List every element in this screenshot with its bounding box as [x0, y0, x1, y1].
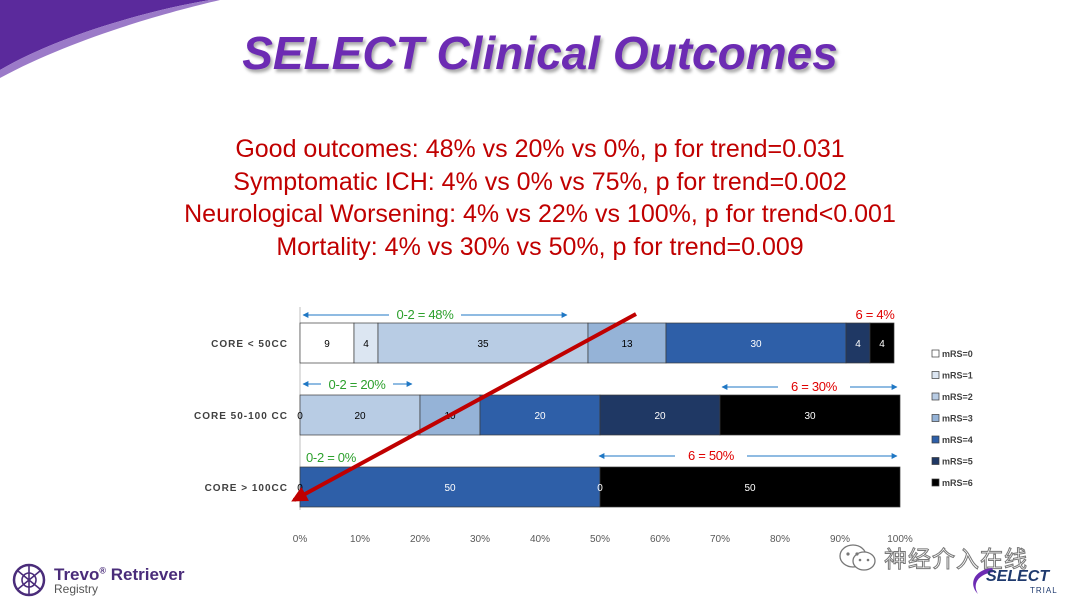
- trevo-logo-name: Trevo® Retriever: [54, 565, 185, 584]
- legend-label-mRS0: mRS=0: [942, 349, 973, 359]
- annotation-text-bg: [321, 376, 393, 391]
- bar-segment-row0-mRS4: [665, 322, 847, 364]
- select-swoosh-icon: [973, 568, 994, 594]
- bar-segment-row1-mRS4: [479, 394, 601, 436]
- stats-block: Good outcomes: 48% vs 20% vs 0%, p for t…: [0, 133, 1080, 263]
- select-logo-trial: TRIAL: [1030, 586, 1058, 595]
- trevo-globe-icon: [12, 563, 46, 597]
- legend-label-mRS1: mRS=1: [942, 371, 973, 381]
- annotation-label: 0-2 = 20%: [329, 377, 387, 392]
- segment-label: 4: [363, 339, 369, 350]
- x-tick-label: 30%: [470, 534, 490, 545]
- annotation-label: 6 = 50%: [688, 448, 735, 463]
- legend-swatch-mRS3: [931, 414, 940, 422]
- segment-label: 20: [534, 411, 546, 422]
- bar-segment-row0-mRS1: [353, 322, 379, 364]
- category-label-row0: CORE < 50CC: [211, 339, 288, 350]
- bar-segment-row0-mRS5: [845, 322, 871, 364]
- x-tick-label: 20%: [410, 534, 430, 545]
- select-trial-logo: SELECT TRIAL: [966, 562, 1066, 600]
- segment-label: 35: [477, 339, 489, 350]
- segment-label: 9: [324, 339, 330, 350]
- legend-swatch-mRS4: [931, 435, 940, 444]
- bar-segment-row1-mRS6: [719, 394, 901, 436]
- trend-arrow: [291, 312, 637, 502]
- stat-neurological-worsening: Neurological Worsening: 4% vs 22% vs 100…: [184, 200, 896, 228]
- wechat-icon: [839, 544, 876, 571]
- legend-label-mRS3: mRS=3: [942, 414, 973, 424]
- segment-label: 4: [879, 339, 885, 350]
- select-logo-word: SELECT: [986, 568, 1050, 585]
- x-tick-label: 70%: [710, 534, 730, 545]
- stat-symptomatic-ich: Symptomatic ICH: 4% vs 0% vs 75%, p for …: [233, 167, 847, 196]
- bar-segment-row1-mRS2: [299, 394, 421, 436]
- bar-segment-row0-mRS6: [869, 322, 895, 364]
- x-tick-label: 0%: [293, 534, 308, 545]
- trevo-logo-sub: Registry: [54, 582, 99, 596]
- segment-label: 4: [855, 339, 861, 350]
- x-tick-label: 60%: [650, 534, 670, 545]
- bar-segment-row0-mRS3: [587, 322, 667, 364]
- annotation-text-bg: [389, 306, 461, 321]
- slide-title: SELECT Clinical Outcomes: [242, 27, 838, 79]
- legend-label-mRS5: mRS=5: [942, 457, 973, 467]
- legend-swatch-mRS5: [931, 457, 940, 465]
- category-label-row1: CORE 50-100 CC: [194, 411, 288, 422]
- segment-label: 0: [297, 483, 303, 494]
- segment-label: 0: [597, 483, 603, 494]
- stat-mortality: Mortality: 4% vs 30% vs 50%, p for trend…: [276, 232, 804, 261]
- bar-segment-row1-mRS5: [599, 394, 721, 436]
- segment-label: 30: [804, 411, 816, 422]
- legend-label-mRS6: mRS=6: [942, 478, 973, 488]
- bar-segment-row0-mRS2: [377, 322, 589, 364]
- annotation-label: 6 = 30%: [791, 379, 838, 394]
- segment-label: 20: [354, 411, 366, 422]
- category-label-row2: CORE > 100CC: [205, 483, 288, 494]
- legend-swatch-mRS6: [931, 478, 940, 487]
- corner-swoosh-decoration: [0, 0, 220, 78]
- wechat-account-name: 神经介入在线: [884, 547, 1028, 574]
- x-tick-label: 100%: [887, 534, 913, 545]
- annotation-text-bg: [778, 378, 850, 393]
- annotation-label: 6 = 4%: [855, 307, 895, 322]
- bar-segment-row0-mRS0: [299, 322, 355, 364]
- trevo-retriever-logo: Trevo® Retriever Registry: [12, 563, 212, 599]
- annotation-text-bg: [675, 447, 747, 462]
- x-tick-label: 40%: [530, 534, 550, 545]
- segment-label: 50: [744, 483, 756, 494]
- x-tick-label: 10%: [350, 534, 370, 545]
- bar-segment-row2-mRS6: [599, 466, 901, 508]
- legend-label-mRS2: mRS=2: [942, 392, 973, 402]
- legend-swatch-mRS0: [931, 349, 940, 358]
- legend-label-mRS4: mRS=4: [942, 435, 973, 445]
- segment-label: 30: [750, 339, 762, 350]
- x-tick-label: 80%: [770, 534, 790, 545]
- annotation-label: 0-2 = 48%: [397, 307, 455, 322]
- segment-label: 13: [621, 339, 633, 350]
- wechat-watermark: 神经介入在线: [838, 540, 1053, 574]
- bar-segment-row2-mRS4: [299, 466, 601, 508]
- x-tick-label: 90%: [830, 534, 850, 545]
- segment-label: 50: [444, 483, 456, 494]
- stat-good-outcomes: Good outcomes: 48% vs 20% vs 0%, p for t…: [235, 135, 845, 163]
- annotation-label: 0-2 = 0%: [306, 450, 357, 465]
- legend-swatch-mRS2: [931, 392, 940, 401]
- segment-label: 0: [297, 411, 303, 422]
- x-tick-label: 50%: [590, 534, 610, 545]
- legend-swatch-mRS1: [931, 371, 940, 379]
- segment-label: 20: [654, 411, 666, 422]
